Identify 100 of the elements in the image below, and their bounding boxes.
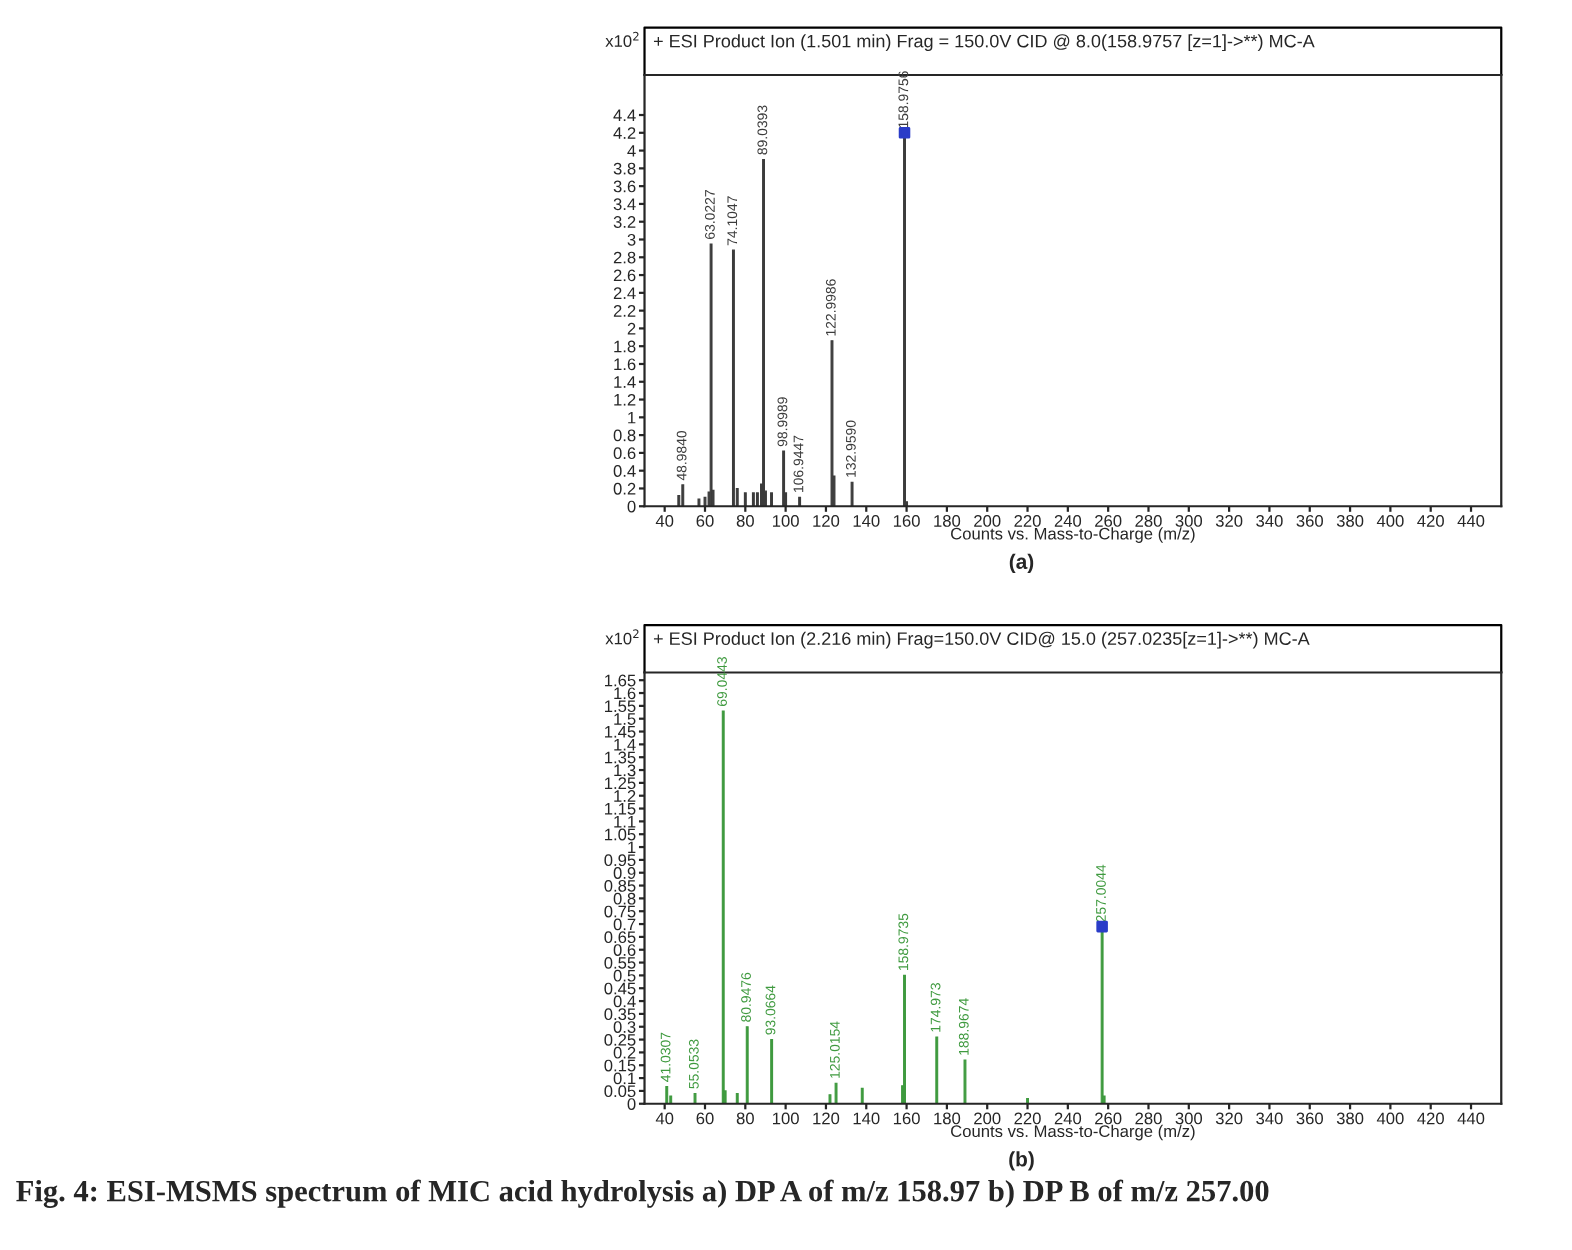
x-tick-label: 360	[1296, 1112, 1324, 1125]
y-tick-label: 0.2	[613, 482, 636, 495]
x-tick-label: 60	[696, 1112, 714, 1125]
y-tick-label: 1.5	[614, 713, 636, 725]
y-tick-label: 4.2	[613, 127, 636, 139]
x-tick-label: 120	[813, 515, 840, 527]
y-tick-label: 2.6	[613, 269, 636, 282]
y-tick-label: 1.45	[605, 726, 636, 738]
y-tick-label: 1.35	[605, 751, 636, 764]
y-tick-label: 2.2	[613, 305, 636, 317]
y-tick-label: 0.55	[604, 956, 636, 969]
chart-title: + ESI Product Ion (1.501 min) Frag = 150.0V CID @ 8.0(158.9757 [z=1]->**) MC-A	[653, 34, 1315, 52]
x-tick-label: 420	[1417, 515, 1444, 527]
y-tick-label: 0.6	[613, 944, 636, 956]
y-tick-label: 0.95	[604, 854, 636, 867]
y-tick-label: 1.8	[614, 340, 636, 353]
x-tick-label: 280	[1135, 1112, 1162, 1125]
x-tick-label: 40	[655, 515, 674, 527]
y-tick-label: 0.1	[613, 1072, 636, 1085]
y-tick-label: 1	[628, 411, 636, 424]
y-tick-label: 1.25	[605, 777, 636, 790]
y-tick-label: 1.4	[614, 738, 636, 751]
x-tick-label: 200	[974, 515, 1001, 527]
y-tick-label: 1.1	[614, 815, 636, 828]
y-tick-label: 1.2	[614, 393, 636, 406]
y-tick-label: 0.7	[613, 918, 636, 931]
y-tick-label: 0.75	[604, 905, 636, 918]
x-tick-label: 80	[736, 515, 754, 527]
y-tick-label: 0.2	[613, 1046, 636, 1059]
text: (a)	[1009, 553, 1034, 574]
x-tick-label: 320	[1215, 1112, 1243, 1125]
y-tick-label: 2.8	[613, 251, 636, 264]
y-tick-label: 1.15	[605, 803, 636, 815]
y-tick-label: 1.6	[614, 358, 636, 371]
y-tick-label: 0.65	[604, 931, 636, 944]
x-tick-label: 320	[1215, 515, 1243, 527]
x-tick-label: 160	[893, 515, 920, 527]
x-tick-label: 60	[696, 515, 714, 527]
x-tick-label: 240	[1054, 515, 1082, 527]
x-tick-label: 400	[1376, 515, 1404, 527]
x-tick-label: 280	[1135, 515, 1162, 527]
y-tick-label: 1.55	[605, 700, 636, 713]
x-tick-label: 200	[974, 1112, 1001, 1125]
x-axis-title: Counts vs. Mass-to-Charge (m/z)	[951, 1124, 1195, 1141]
x-tick-label: 380	[1336, 1112, 1364, 1125]
x-tick-label: 220	[1014, 1112, 1041, 1125]
x-tick-label: 380	[1336, 515, 1364, 527]
x-tick-label: 120	[813, 1112, 840, 1125]
x-tick-label: 300	[1175, 1112, 1203, 1125]
x-tick-label: 360	[1296, 515, 1324, 527]
x-tick-label: 420	[1417, 1112, 1444, 1125]
y-tick-label: 4	[627, 145, 636, 157]
y-tick-label: 0	[627, 500, 636, 513]
x-tick-label: 40	[655, 1112, 674, 1125]
x-tick-label: 140	[853, 515, 880, 527]
y-tick-label: 1.65	[605, 674, 636, 687]
y-tick-label: 2.4	[613, 287, 636, 299]
x-tick-label: 80	[736, 1112, 754, 1125]
x-axis-title: Counts vs. Mass-to-Charge (m/z)	[951, 527, 1195, 543]
y-tick-label: 3.2	[613, 216, 636, 228]
y-tick-label: 0.85	[604, 879, 636, 892]
y-tick-label: 4.4	[613, 109, 636, 122]
y-tick-label: 0.8	[613, 429, 636, 442]
x-tick-label: 340	[1256, 515, 1283, 527]
y-tick-label: 3	[627, 233, 636, 246]
y-tick-label: 2	[627, 322, 636, 335]
x-tick-label: 260	[1095, 1112, 1122, 1125]
x-tick-label: 180	[934, 515, 961, 527]
x-tick-label: 160	[893, 1112, 920, 1125]
y-tick-label: 1.05	[605, 828, 636, 841]
x-tick-label: 100	[773, 1112, 799, 1125]
y-tick-label: 0.15	[604, 1059, 636, 1072]
x-tick-label: 140	[853, 1112, 880, 1125]
y-tick-label: 1	[628, 841, 636, 854]
y-tick-label: 0.3	[613, 1021, 636, 1033]
x-tick-label: 340	[1256, 1112, 1283, 1125]
x-tick-label: 440	[1457, 515, 1485, 527]
x-tick-label: 300	[1175, 515, 1203, 527]
y-tick-label: 0.05	[604, 1085, 636, 1098]
x-tick-label: 260	[1095, 515, 1122, 527]
y-tick-label: 3.6	[613, 180, 636, 193]
y-axis-title: x10$^{2}$	[605, 629, 639, 645]
y-axis-title: x10$^{2}$	[605, 31, 639, 47]
x-tick-label: 440	[1457, 1112, 1485, 1125]
x-tick-label: 400	[1376, 1112, 1404, 1125]
y-tick-label: 0.4	[613, 995, 636, 1008]
caption: Fig. 4: ESI-MSMS spectrum of MIC acid hydrolysis a) DP A of m/z 158.97 b) DP B of m/z 257.00	[16, 1179, 1269, 1208]
y-tick-label: 0.5	[613, 969, 636, 982]
y-tick-label: 1.2	[614, 790, 636, 802]
y-tick-label: 1.4	[614, 376, 636, 388]
y-tick-label: 0.25	[604, 1033, 636, 1046]
chart-title: + ESI Product Ion (2.216 min) Frag=150.0V CID@ 15.0 (257.0235[z=1]->**) MC-A	[653, 631, 1310, 649]
y-tick-label: 0.4	[613, 465, 636, 477]
y-tick-label: 0.35	[604, 1008, 636, 1021]
y-tick-label: 1.3	[614, 764, 636, 777]
y-tick-label: 1.6	[614, 687, 636, 700]
x-tick-label: 180	[934, 1112, 961, 1125]
y-tick-label: 0	[627, 1098, 636, 1110]
x-tick-label: 220	[1014, 515, 1041, 527]
x-tick-label: 100	[773, 515, 799, 527]
